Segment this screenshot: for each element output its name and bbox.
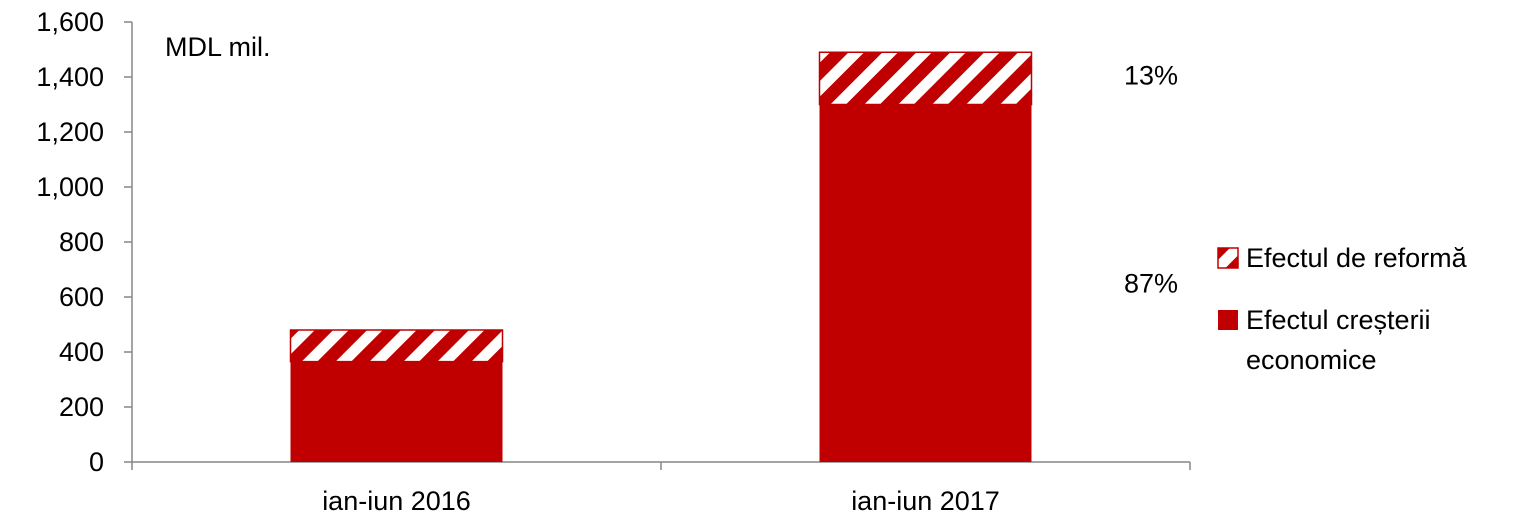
y-tick-label: 400: [59, 337, 104, 367]
legend-swatch: [1217, 247, 1239, 269]
y-tick-label: 600: [59, 282, 104, 312]
bar-economic-growth-1: [819, 104, 1032, 462]
legend-label: Efectul de reformă: [1246, 243, 1468, 273]
annotations: 13% 87%: [1124, 60, 1178, 298]
y-axis: 0 200 400 600 800 1,000 1,200 1,400 1,600: [36, 7, 133, 477]
x-axis: ian-iun 2016 ian-iun 2017: [131, 461, 1191, 516]
y-tick-label: 1,600: [36, 7, 104, 37]
legend: Efectul de reformă Efectul creșterii econo…: [1217, 243, 1468, 375]
bar-reform-1: [818, 51, 1033, 106]
x-tick-label: ian-iun 2016: [322, 486, 471, 516]
bar-reform-0: [289, 329, 504, 363]
y-tick-label: 1,400: [36, 62, 104, 92]
y-tick-label: 800: [59, 227, 104, 257]
y-tick-label: 1,200: [36, 117, 104, 147]
percent-label: 87%: [1124, 268, 1178, 298]
percent-label: 13%: [1124, 60, 1178, 90]
bars: [289, 51, 1033, 462]
y-tick-label: 0: [89, 447, 104, 477]
legend-label: Efectul creșterii: [1246, 305, 1431, 335]
y-tick-label: 200: [59, 392, 104, 422]
unit-label: MDL mil.: [165, 32, 271, 62]
y-tick-label: 1,000: [36, 172, 104, 202]
legend-label: economice: [1246, 345, 1377, 375]
x-tick-label: ian-iun 2017: [851, 486, 1000, 516]
bar-economic-growth-0: [290, 361, 503, 462]
legend-swatch: [1218, 310, 1238, 330]
